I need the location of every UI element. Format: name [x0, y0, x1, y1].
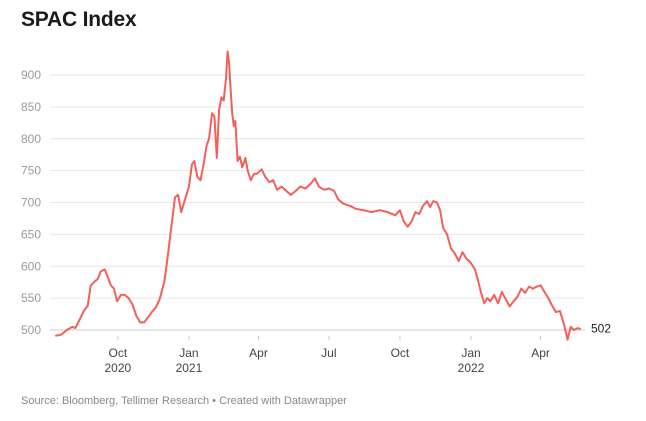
x-tick-label: Apr	[249, 346, 268, 360]
y-axis: 500 550 600 650 700 750 800 850 900	[21, 68, 41, 337]
y-tick-label: 900	[21, 68, 41, 82]
source-note: Source: Bloomberg, Tellimer Research • C…	[21, 395, 347, 407]
x-tick-label: Oct	[108, 346, 127, 360]
x-tick-label: Jul	[321, 346, 336, 360]
y-tick-label: 600	[21, 259, 41, 273]
y-tick-label: 750	[21, 164, 41, 178]
x-tick-label: Oct	[391, 346, 410, 360]
y-tick-label: 850	[21, 100, 41, 114]
x-tick-label: Apr	[531, 346, 550, 360]
y-tick-label: 550	[21, 291, 41, 305]
chart-title: SPAC Index	[21, 8, 137, 31]
x-tick-label: Jan	[461, 346, 480, 360]
x-tick-year-label: 2022	[458, 361, 485, 375]
series-line-0	[55, 50, 581, 341]
y-tick-label: 800	[21, 132, 41, 146]
y-tick-label: 700	[21, 196, 41, 210]
end-value-label: 502	[591, 322, 611, 336]
series-layer	[55, 50, 581, 341]
gridlines	[50, 74, 585, 331]
x-tick-year-label: 2021	[176, 361, 203, 375]
y-tick-label: 500	[21, 323, 41, 337]
x-tick-label: Jan	[179, 346, 198, 360]
x-tick-year-label: 2020	[104, 361, 131, 375]
y-tick-label: 650	[21, 227, 41, 241]
end-label-layer: 502	[591, 322, 611, 336]
